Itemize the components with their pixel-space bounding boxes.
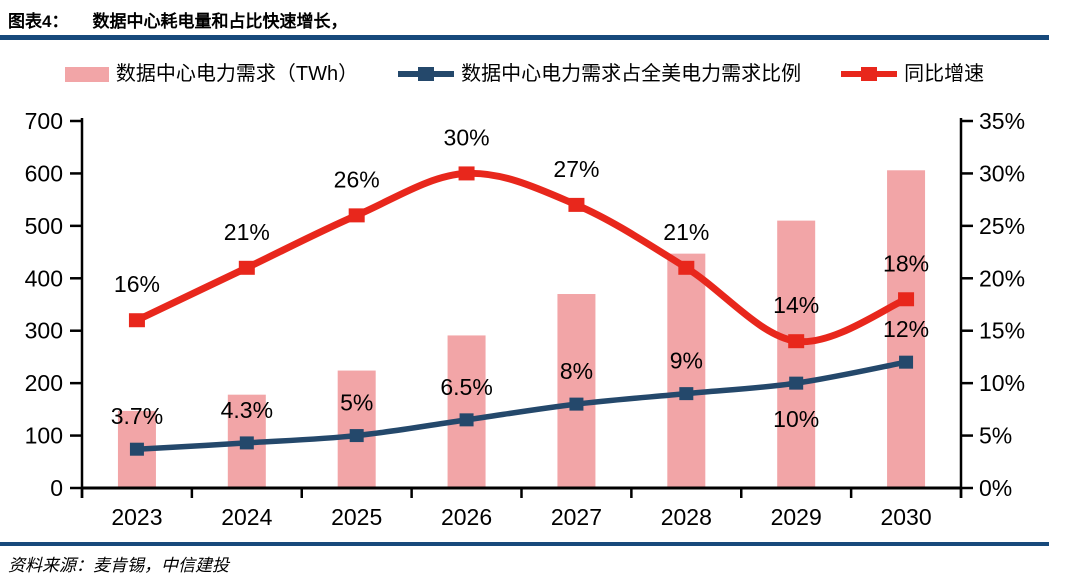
x-axis-label: 2025 — [331, 504, 382, 530]
left-axis-label: 100 — [25, 423, 63, 449]
share-marker-2029 — [789, 376, 804, 390]
growth-data-label: 27% — [553, 156, 599, 182]
growth-marker-2027 — [568, 197, 585, 212]
share-marker-2023 — [129, 442, 144, 456]
right-axis-label: 20% — [979, 265, 1025, 291]
right-axis-label: 25% — [979, 213, 1025, 239]
growth-marker-2025 — [348, 208, 365, 223]
share-marker-2025 — [349, 429, 364, 443]
bar-2027 — [557, 294, 596, 488]
share-line — [136, 359, 907, 452]
share-marker-2028 — [679, 387, 694, 401]
legend-item-share-line: 数据中心电力需求占全美电力需求比例 — [398, 64, 801, 84]
bar-2030 — [887, 170, 926, 489]
share-marker-2024 — [239, 436, 254, 450]
left-axis-label: 400 — [25, 265, 63, 291]
x-axis-label: 2027 — [551, 504, 602, 530]
legend-square — [861, 67, 878, 81]
share-data-label: 3.7% — [111, 403, 163, 429]
top-divider — [0, 35, 1049, 40]
growth-data-label: 21% — [663, 219, 709, 245]
right-axis-label: 35% — [979, 108, 1025, 134]
growth-marker-2023 — [128, 313, 145, 328]
right-axis-label: 30% — [979, 160, 1025, 186]
bar-swatch-icon — [64, 66, 109, 82]
share-marker-2027 — [569, 397, 584, 411]
share-data-label: 8% — [560, 358, 593, 384]
share-data-label: 4.3% — [221, 397, 273, 423]
left-axis-label: 200 — [25, 370, 63, 396]
growth-marker-2026 — [458, 166, 475, 181]
source-note: 资料来源：麦肯锡，中信建投 — [8, 556, 229, 575]
legend-label: 数据中心电力需求占全美电力需求比例 — [461, 63, 802, 85]
growth-data-label: 16% — [114, 271, 160, 297]
growth-marker-2030 — [898, 292, 915, 307]
line-square-marker-icon — [398, 66, 455, 82]
figure-title: 数据中心耗电量和占比快速增长， — [92, 12, 348, 31]
right-axis-label: 5% — [979, 423, 1012, 449]
share-marker-2026 — [459, 413, 474, 427]
growth-line — [135, 169, 908, 346]
combo-chart-canvas: 0 100 200 300 400 500 600 700 0% 5% 10% 15% 20% 25% 30… — [25, 108, 1025, 530]
left-axis-label: 0 — [50, 475, 63, 501]
left-axis-label: 700 — [25, 108, 63, 134]
share-marker-2030 — [899, 355, 914, 369]
x-axis-label: 2028 — [661, 504, 712, 530]
legend-label: 数据中心电力需求（TWh） — [115, 63, 359, 85]
legend-item-growth-line: 同比增速 — [841, 64, 984, 84]
right-axis-label: 15% — [979, 318, 1025, 344]
growth-marker-2028 — [678, 260, 695, 275]
bar-2029 — [777, 220, 816, 488]
share-data-label: 10% — [773, 406, 819, 432]
figure-number: 图表4： — [8, 12, 69, 31]
growth-data-label: 30% — [444, 124, 490, 150]
share-data-label: 12% — [883, 316, 929, 342]
growth-data-label: 21% — [224, 219, 270, 245]
growth-marker-2029 — [788, 334, 805, 349]
legend-square — [418, 67, 435, 81]
chart-legend: 数据中心电力需求（TWh） 数据中心电力需求占全美电力需求比例 同比增速 — [0, 58, 1049, 90]
right-axis-label: 10% — [979, 370, 1025, 396]
left-axis-label: 500 — [25, 213, 63, 239]
growth-data-label: 14% — [773, 292, 819, 318]
growth-data-label: 18% — [883, 250, 929, 276]
x-axis-label: 2029 — [771, 504, 822, 530]
bar-2028 — [667, 253, 706, 488]
x-axis-label: 2026 — [441, 504, 492, 530]
bottom-divider — [0, 542, 1049, 546]
right-axis-label: 0% — [979, 475, 1012, 501]
share-data-label: 6.5% — [440, 374, 492, 400]
line-square-marker-icon — [841, 66, 898, 82]
x-axis-label: 2024 — [221, 504, 272, 530]
x-axis-label: 2023 — [111, 504, 162, 530]
legend-label: 同比增速 — [904, 63, 985, 85]
left-axis-label: 300 — [25, 318, 63, 344]
x-axis-label: 2030 — [880, 504, 931, 530]
share-data-label: 5% — [340, 390, 373, 416]
growth-data-label: 26% — [334, 166, 380, 192]
legend-item-bars: 数据中心电力需求（TWh） — [64, 63, 359, 85]
left-axis-label: 600 — [25, 160, 63, 186]
figure-header: 图表4： 数据中心耗电量和占比快速增长， — [8, 7, 347, 32]
share-data-label: 9% — [670, 348, 703, 374]
growth-marker-2024 — [238, 260, 255, 275]
bar-2026 — [447, 335, 486, 488]
